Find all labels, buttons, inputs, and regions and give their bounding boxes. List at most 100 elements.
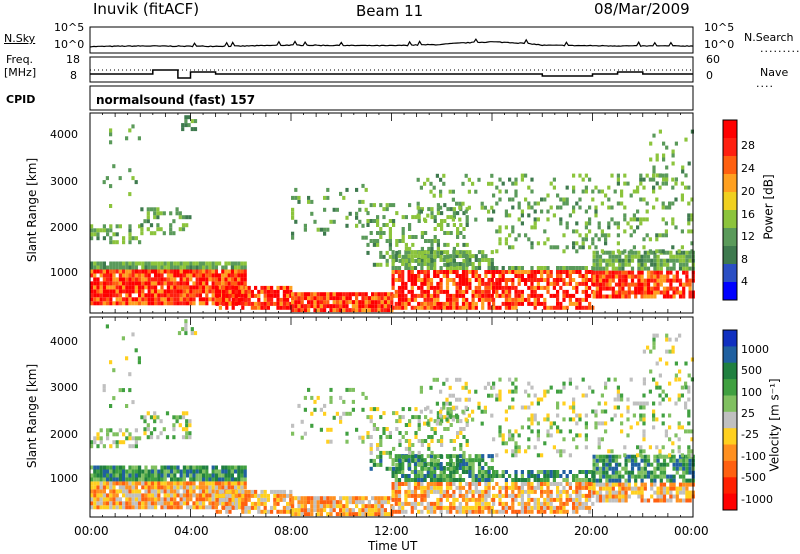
heatmap-cell	[279, 497, 283, 502]
heatmap-cell	[109, 477, 113, 482]
heatmap-cell	[433, 466, 437, 470]
heatmap-cell	[361, 508, 365, 513]
heatmap-cell	[584, 278, 588, 282]
heatmap-cell	[682, 286, 686, 291]
heatmap-cell	[420, 289, 424, 294]
heatmap-cell	[303, 496, 307, 501]
heatmap-cell	[134, 444, 138, 449]
heatmap-cell	[471, 262, 475, 266]
heatmap-cell	[452, 301, 456, 306]
heatmap-cell	[93, 465, 97, 470]
heatmap-cell	[106, 493, 110, 498]
heatmap-cell	[650, 494, 654, 499]
heatmap-cell	[303, 431, 307, 436]
heatmap-cell	[624, 274, 628, 279]
heatmap-cell	[366, 242, 370, 247]
heatmap-cell	[134, 289, 138, 294]
heatmap-cell	[208, 289, 212, 294]
heatmap-cell	[594, 205, 598, 210]
heatmap-cell	[361, 300, 365, 305]
heatmap-cell	[134, 477, 138, 482]
heatmap-cell	[598, 254, 603, 259]
heatmap-cell	[533, 393, 537, 398]
heatmap-cell	[627, 482, 631, 487]
heatmap-cell	[562, 233, 566, 238]
heatmap-cell	[184, 119, 188, 124]
heatmap-cell	[319, 304, 323, 309]
heatmap-cell	[671, 161, 675, 166]
heatmap-cell	[575, 241, 579, 246]
heatmap-cell	[134, 265, 138, 270]
heatmap-cell	[685, 458, 689, 463]
heatmap-cell	[655, 157, 659, 162]
heatmap-cell	[477, 401, 481, 406]
heatmap-cell	[263, 301, 267, 306]
heatmap-cell	[420, 293, 424, 298]
heatmap-cell	[150, 477, 154, 482]
heatmap-cell	[653, 254, 657, 259]
heatmap-cell	[595, 258, 599, 263]
heatmap-cell	[520, 270, 524, 274]
heatmap-cell	[426, 270, 430, 274]
heatmap-cell	[477, 493, 482, 498]
heatmap-cell	[536, 293, 540, 298]
heatmap-cell	[642, 185, 646, 190]
heatmap-cell	[175, 415, 179, 420]
heatmap-cell	[273, 505, 277, 510]
heatmap-cell	[238, 501, 242, 506]
heatmap-cell	[433, 419, 437, 424]
heatmap-cell	[379, 439, 383, 443]
heatmap-cell	[546, 485, 550, 490]
heatmap-cell	[426, 297, 430, 302]
heatmap-cell	[106, 497, 110, 502]
heatmap-cell	[655, 153, 659, 158]
heatmap-cell	[442, 301, 446, 306]
heatmap-cell	[131, 489, 135, 494]
heatmap-cell	[455, 289, 459, 294]
heatmap-cell	[398, 439, 402, 443]
heatmap-cell	[436, 270, 440, 274]
heatmap-cell	[430, 207, 434, 212]
heatmap-cell	[435, 377, 439, 382]
heatmap-cell	[562, 281, 566, 286]
heatmap-cell	[423, 289, 427, 294]
heatmap-cell	[411, 235, 415, 239]
heatmap-cell	[241, 305, 245, 310]
heatmap-cell	[495, 266, 499, 270]
heatmap-cell	[243, 477, 247, 482]
heatmap-cell	[602, 258, 606, 263]
heatmap-cell	[584, 173, 588, 178]
heatmap-cell	[211, 265, 215, 270]
heatmap-cell	[669, 494, 673, 499]
heatmap-cell	[254, 293, 258, 298]
heatmap-cell	[508, 485, 512, 490]
heatmap-cell	[319, 512, 323, 517]
heatmap-cell	[326, 439, 330, 444]
heatmap-cell	[546, 285, 550, 290]
heatmap-cell	[578, 505, 582, 510]
heatmap-cell	[598, 474, 603, 479]
heatmap-cell	[134, 277, 138, 282]
heatmap-cell	[639, 217, 643, 222]
heatmap-cell	[244, 489, 248, 494]
heatmap-cell	[420, 278, 424, 282]
heatmap-cell	[176, 297, 180, 302]
heatmap-cell	[426, 493, 430, 498]
heatmap-cell	[150, 497, 154, 502]
heatmap-cell	[364, 504, 368, 509]
heatmap-cell	[549, 501, 553, 506]
heatmap-cell	[391, 505, 395, 510]
heatmap-cell	[605, 498, 609, 503]
heatmap-cell	[435, 401, 439, 406]
heatmap-cell	[530, 285, 534, 290]
heatmap-cell	[221, 469, 225, 474]
heatmap-cell	[614, 294, 619, 299]
heatmap-cell	[436, 207, 440, 212]
heatmap-cell	[407, 301, 411, 306]
heatmap-cell	[461, 462, 466, 466]
heatmap-cell	[184, 319, 188, 324]
heatmap-cell	[118, 176, 122, 181]
heatmap-cell	[611, 498, 615, 503]
heatmap-cell	[575, 413, 579, 418]
heatmap-cell	[138, 473, 142, 478]
